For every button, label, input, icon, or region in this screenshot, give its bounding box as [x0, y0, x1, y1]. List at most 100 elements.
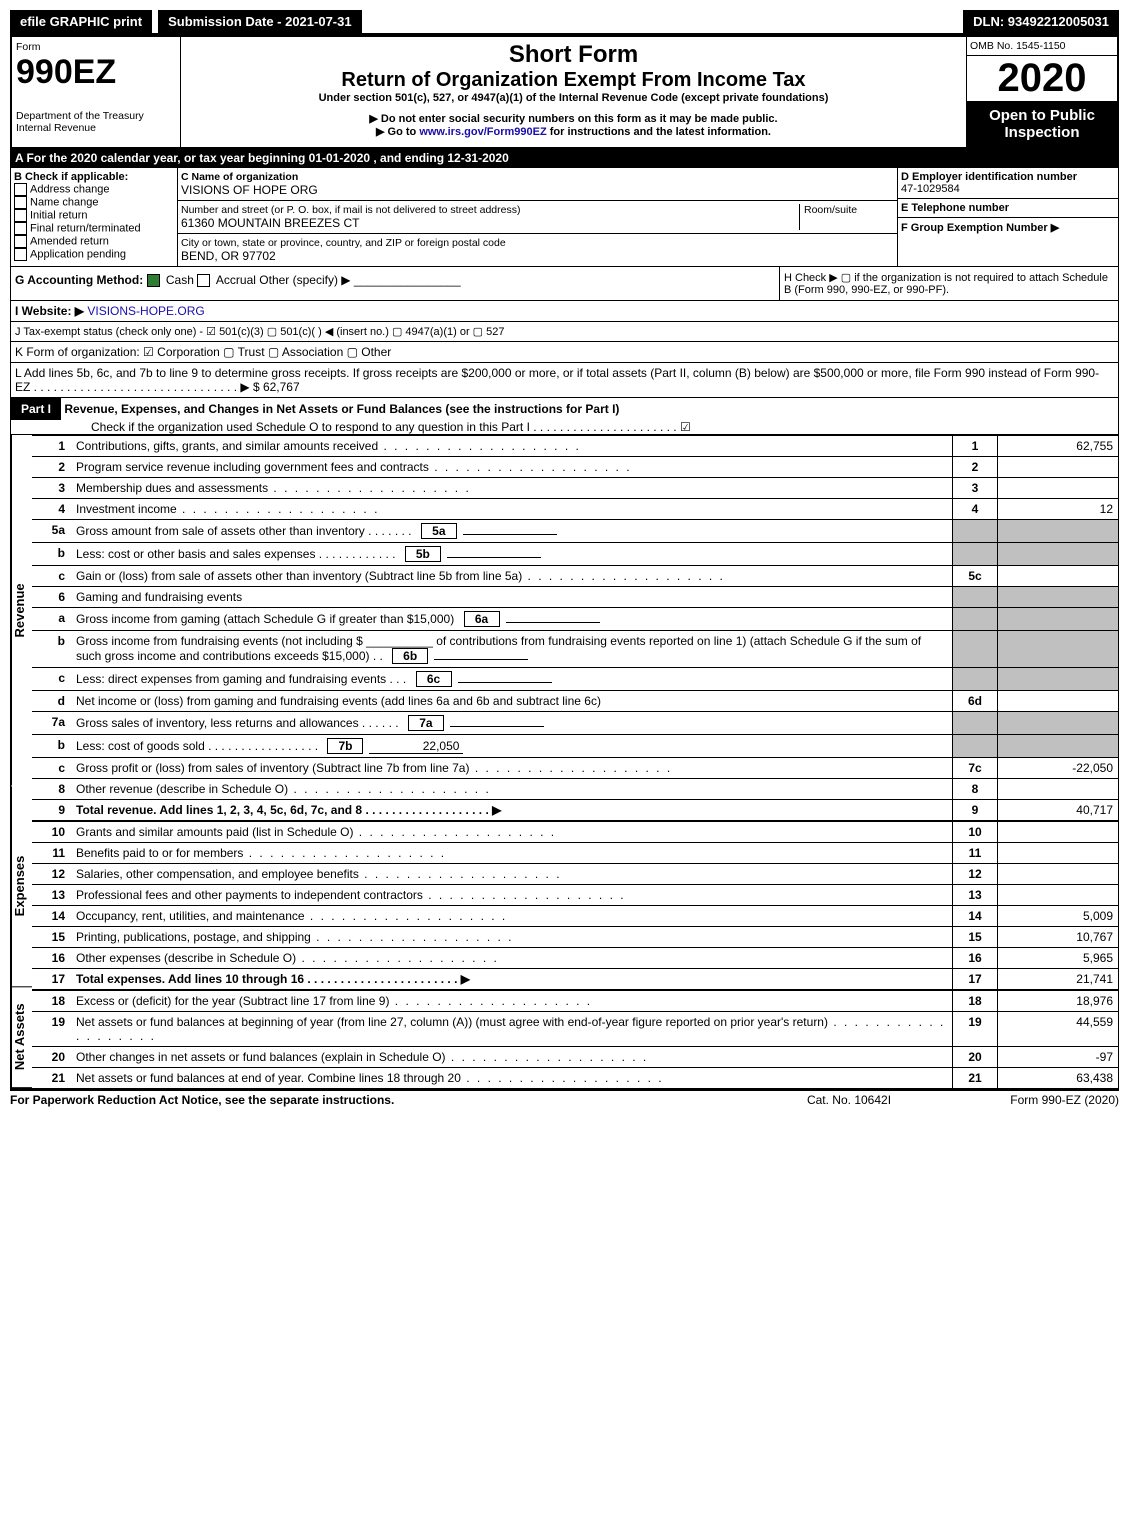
ln15-box: 15	[953, 927, 998, 948]
ln11-val	[998, 843, 1119, 864]
ln5a-val	[998, 520, 1119, 543]
ln4-box: 4	[953, 499, 998, 520]
side-revenue: Revenue	[11, 435, 32, 786]
form-number: 990EZ	[16, 53, 176, 92]
ln5b-val	[998, 543, 1119, 566]
ln16-num: 16	[32, 948, 71, 969]
side-expenses: Expenses	[11, 786, 32, 987]
ln7c-text: Gross profit or (loss) from sales of inv…	[71, 758, 953, 779]
ln13-val	[998, 885, 1119, 906]
ln6d-text: Net income or (loss) from gaming and fun…	[71, 691, 953, 712]
chk-address-change[interactable]: Address change	[30, 183, 110, 195]
ln1-box: 1	[953, 436, 998, 457]
ln21-val: 63,438	[998, 1068, 1119, 1089]
ln20-box: 20	[953, 1047, 998, 1068]
footer: For Paperwork Reduction Act Notice, see …	[10, 1089, 1119, 1107]
ln3-box: 3	[953, 478, 998, 499]
ln6c-num: c	[32, 668, 71, 691]
under-section: Under section 501(c), 527, or 4947(a)(1)…	[185, 92, 962, 104]
ln2-val	[998, 457, 1119, 478]
box-i: I Website: ▶ VISIONS-HOPE.ORG	[10, 301, 1119, 322]
ln14-val: 5,009	[998, 906, 1119, 927]
ln18-val: 18,976	[998, 990, 1119, 1012]
ln4-num: 4	[32, 499, 71, 520]
ln5b-box	[953, 543, 998, 566]
ln6c-box	[953, 668, 998, 691]
part1-title: Revenue, Expenses, and Changes in Net As…	[64, 402, 619, 416]
box-b: B Check if applicable: Address change Na…	[11, 168, 178, 266]
ln8-num: 8	[32, 779, 71, 800]
goto-instr: ▶ Go to www.irs.gov/Form990EZ for instru…	[185, 125, 962, 138]
ln10-text: Grants and similar amounts paid (list in…	[71, 821, 953, 843]
entity-block: B Check if applicable: Address change Na…	[10, 168, 1119, 267]
ln12-text: Salaries, other compensation, and employ…	[71, 864, 953, 885]
chk-name-change[interactable]: Name change	[30, 196, 99, 208]
ln6a-text: Gross income from gaming (attach Schedul…	[71, 608, 953, 631]
box-b-label: B Check if applicable:	[14, 171, 174, 183]
box-j: J Tax-exempt status (check only one) - ☑…	[10, 322, 1119, 342]
ln5a-text: Gross amount from sale of assets other t…	[71, 520, 953, 543]
ln18-box: 18	[953, 990, 998, 1012]
ln7c-box: 7c	[953, 758, 998, 779]
ln16-box: 16	[953, 948, 998, 969]
chk-cash[interactable]	[147, 274, 160, 287]
ln7a-box	[953, 712, 998, 735]
chk-initial-return[interactable]: Initial return	[30, 209, 87, 221]
ln7a-val	[998, 712, 1119, 735]
ln17-num: 17	[32, 969, 71, 991]
box-a-taxyear: A For the 2020 calendar year, or tax yea…	[10, 149, 1119, 168]
omb-number: OMB No. 1545-1150	[967, 37, 1117, 56]
org-name: VISIONS OF HOPE ORG	[181, 183, 894, 197]
ln6a-num: a	[32, 608, 71, 631]
ln5c-num: c	[32, 566, 71, 587]
ln21-num: 21	[32, 1068, 71, 1089]
part1-check: Check if the organization used Schedule …	[11, 420, 1118, 434]
efile-print-btn[interactable]: efile GRAPHIC print	[10, 10, 152, 33]
ln6b-val	[998, 631, 1119, 668]
ln5b-text: Less: cost or other basis and sales expe…	[71, 543, 953, 566]
addr-label: Number and street (or P. O. box, if mail…	[181, 204, 799, 216]
cat-no: Cat. No. 10642I	[759, 1093, 939, 1107]
ln6a-val	[998, 608, 1119, 631]
ln7a-text: Gross sales of inventory, less returns a…	[71, 712, 953, 735]
ln5a-box	[953, 520, 998, 543]
ln17-box: 17	[953, 969, 998, 991]
ln15-val: 10,767	[998, 927, 1119, 948]
ln17-val: 21,741	[998, 969, 1119, 991]
chk-application-pending[interactable]: Application pending	[30, 248, 126, 260]
ln7a-num: 7a	[32, 712, 71, 735]
ln6a-box	[953, 608, 998, 631]
website-link[interactable]: VISIONS-HOPE.ORG	[87, 304, 204, 318]
ln9-text: Total revenue. Add lines 1, 2, 3, 4, 5c,…	[71, 800, 953, 822]
ln18-text: Excess or (deficit) for the year (Subtra…	[71, 990, 953, 1012]
chk-accrual[interactable]	[197, 274, 210, 287]
ln17-text: Total expenses. Add lines 10 through 16 …	[71, 969, 953, 991]
ln6b-box	[953, 631, 998, 668]
tax-year: 2020	[967, 56, 1117, 101]
chk-amended-return[interactable]: Amended return	[30, 235, 109, 247]
ln19-text: Net assets or fund balances at beginning…	[71, 1012, 953, 1047]
ln15-num: 15	[32, 927, 71, 948]
ln6d-val	[998, 691, 1119, 712]
box-k: K Form of organization: ☑ Corporation ▢ …	[10, 342, 1119, 363]
ln2-box: 2	[953, 457, 998, 478]
return-title: Return of Organization Exempt From Incom…	[185, 69, 962, 92]
ln6b-text: Gross income from fundraising events (no…	[71, 631, 953, 668]
chk-final-return[interactable]: Final return/terminated	[30, 222, 141, 234]
ln6-val	[998, 587, 1119, 608]
box-e-label: E Telephone number	[901, 202, 1115, 214]
box-g-label: G Accounting Method:	[15, 273, 143, 287]
city-label: City or town, state or province, country…	[181, 237, 894, 249]
box-f-label: F Group Exemption Number ▶	[901, 221, 1115, 234]
ln13-text: Professional fees and other payments to …	[71, 885, 953, 906]
ln6-num: 6	[32, 587, 71, 608]
ln13-box: 13	[953, 885, 998, 906]
irs-link[interactable]: www.irs.gov/Form990EZ	[419, 126, 546, 138]
ln19-val: 44,559	[998, 1012, 1119, 1047]
ln6-text: Gaming and fundraising events	[71, 587, 953, 608]
lines-table: 1Contributions, gifts, grants, and simil…	[32, 435, 1118, 1088]
pra-notice: For Paperwork Reduction Act Notice, see …	[10, 1093, 759, 1107]
box-c: C Name of organization VISIONS OF HOPE O…	[178, 168, 897, 266]
ln19-box: 19	[953, 1012, 998, 1047]
ln7c-num: c	[32, 758, 71, 779]
